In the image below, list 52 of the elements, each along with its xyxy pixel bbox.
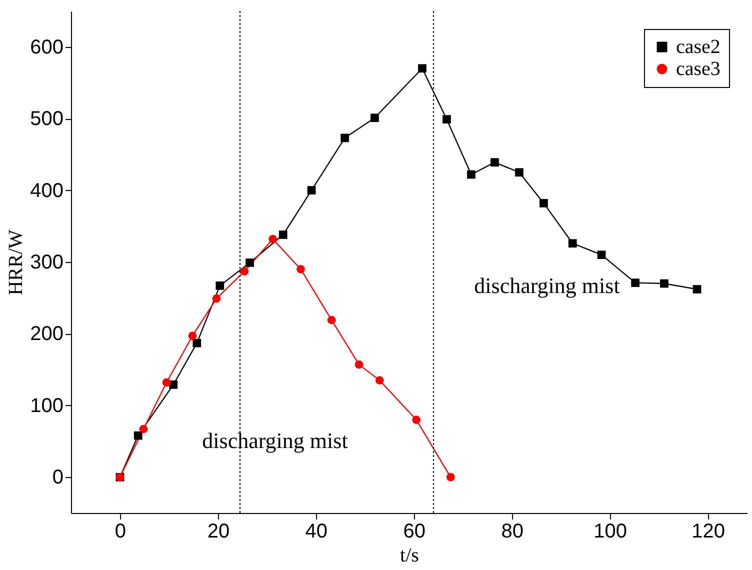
point	[515, 168, 524, 177]
point	[240, 267, 249, 276]
point	[216, 281, 224, 290]
point	[278, 230, 288, 239]
y-tick-label: 600	[30, 36, 64, 58]
y-tick-label: 100	[30, 394, 64, 417]
legend-label: case3	[676, 58, 720, 80]
point	[169, 380, 178, 389]
point	[568, 239, 577, 248]
point	[268, 234, 278, 244]
annotation: discharging mist	[202, 428, 348, 453]
point	[412, 416, 421, 424]
y-tick-label: 500	[30, 108, 64, 130]
point	[296, 264, 305, 274]
x-tick-label: 0	[114, 520, 126, 542]
point	[660, 279, 668, 288]
y-tick-label: 200	[30, 323, 64, 346]
point	[134, 431, 142, 440]
point	[354, 360, 364, 369]
annotation: discharging mist	[474, 273, 620, 298]
x-tick-label: 120	[692, 520, 725, 542]
point	[540, 199, 548, 208]
y-tick-label: 0	[52, 466, 64, 489]
point	[446, 472, 455, 482]
y-tick-label: 400	[30, 180, 64, 202]
point	[375, 376, 384, 385]
point	[597, 250, 606, 260]
point	[490, 158, 499, 166]
point	[340, 134, 350, 142]
x-tick-label: 60	[403, 520, 426, 542]
point	[188, 332, 197, 340]
x-axis-title: t/s	[400, 544, 420, 566]
x-tick-label: 20	[207, 520, 230, 542]
point	[212, 294, 221, 303]
point	[467, 170, 476, 179]
point	[692, 285, 702, 294]
point	[192, 338, 202, 348]
point	[631, 278, 640, 287]
y-axis-title: HRR/W	[5, 230, 28, 296]
point	[162, 378, 171, 387]
point	[418, 64, 426, 73]
y-tick-label: 300	[30, 252, 64, 274]
point	[246, 258, 254, 267]
x-tick-label: 40	[305, 520, 328, 542]
point	[307, 186, 316, 194]
x-tick-label: 80	[501, 520, 524, 542]
x-tick-label: 100	[594, 520, 628, 542]
point	[442, 115, 451, 124]
legend-label: case2	[676, 36, 720, 58]
point	[327, 316, 336, 324]
point	[370, 114, 379, 122]
point	[139, 424, 148, 434]
